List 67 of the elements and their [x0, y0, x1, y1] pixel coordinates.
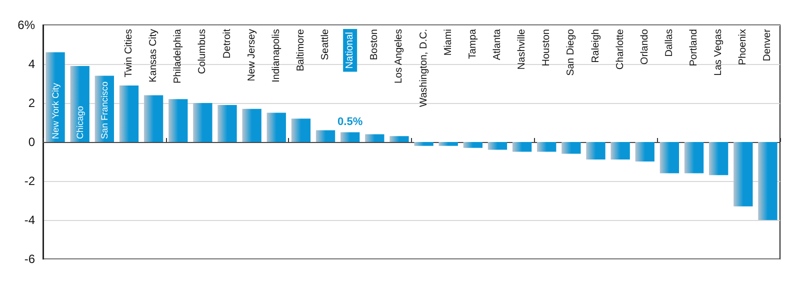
- x-tick-label: Washington, D.C.: [418, 29, 430, 107]
- x-tick-label: Las Vegas: [713, 29, 724, 76]
- bar: [340, 132, 360, 142]
- x-tick-label: Columbus: [197, 29, 208, 74]
- bar: [193, 103, 212, 142]
- x-tick-label: Atlanta: [492, 28, 503, 60]
- bar: [586, 142, 606, 160]
- x-tick-label: Denver: [762, 28, 774, 62]
- bar: [242, 108, 262, 142]
- bar: [70, 66, 90, 142]
- bar: [144, 95, 164, 142]
- y-tick-label: -4: [24, 213, 36, 227]
- x-tick-label: Charlotte: [614, 28, 626, 70]
- x-tick-label: San Francisco: [99, 81, 110, 139]
- bar: [291, 118, 311, 142]
- x-tick-label: Los Angeles: [394, 29, 405, 84]
- x-tick-label: Twin Cities: [123, 29, 134, 78]
- bar: [610, 142, 630, 160]
- bar: [119, 85, 139, 142]
- y-tick-label: 2: [28, 96, 36, 110]
- x-tick-label: Houston: [541, 29, 552, 66]
- bar: [660, 142, 680, 174]
- x-tick-label: Tampa: [467, 28, 478, 60]
- bar: [316, 130, 336, 142]
- x-tick-label: New Jersey: [246, 29, 258, 82]
- x-tick-label: Dallas: [664, 29, 675, 57]
- bar: [168, 99, 188, 142]
- x-tick-label: Chicago: [74, 106, 85, 139]
- bar: [562, 142, 581, 154]
- x-tick-label: San Diego: [566, 28, 577, 76]
- x-tick-label: Miami: [442, 29, 454, 56]
- bar: [390, 136, 409, 142]
- bar: [684, 142, 704, 174]
- y-tick-label: 6%: [18, 18, 36, 32]
- bar: [365, 134, 384, 142]
- x-tick-label: Portland: [688, 29, 700, 66]
- y-tick-label: 0: [28, 135, 36, 149]
- x-tick-label: Seattle: [320, 28, 332, 60]
- bar: [734, 142, 753, 206]
- data-label: 0.5%: [338, 116, 363, 128]
- bar: [537, 142, 556, 152]
- x-tick-label: New York City: [50, 82, 60, 139]
- bar: [438, 142, 458, 146]
- x-tick-label: Phoenix: [738, 29, 749, 66]
- x-tick-label: Raleigh: [590, 29, 602, 63]
- bar: [266, 112, 286, 142]
- x-tick-label: Philadelphia: [172, 28, 184, 84]
- x-tick-label: Baltimore: [295, 28, 306, 72]
- y-tick-label: -6: [24, 252, 36, 266]
- x-tick-label: Detroit: [222, 28, 233, 58]
- x-tick-label: Nashville: [516, 28, 528, 70]
- bar: [218, 104, 237, 142]
- y-tick-label: 4: [28, 57, 36, 71]
- bar: [414, 142, 434, 146]
- x-tick-label: Indianapolis: [270, 29, 282, 82]
- x-tick-label: Boston: [369, 29, 380, 60]
- x-tick-label: Orlando: [639, 28, 650, 65]
- bar: [488, 142, 508, 150]
- bar: [758, 142, 778, 220]
- x-tick-label: Kansas City: [148, 29, 160, 82]
- bar: [709, 142, 728, 176]
- bar: [463, 142, 482, 148]
- bar: [635, 142, 654, 162]
- bar: [46, 52, 65, 142]
- x-tick-label: National: [344, 32, 356, 69]
- y-tick-label: -2: [24, 174, 36, 188]
- bar: [512, 142, 532, 152]
